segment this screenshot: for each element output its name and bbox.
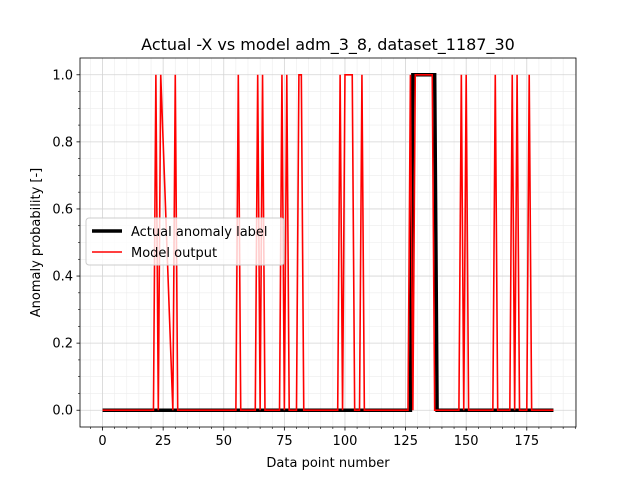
y-tick-label: 0.6 [52, 202, 73, 217]
x-tick-label: 0 [98, 434, 106, 449]
x-tick-label: 125 [393, 434, 418, 449]
x-axis: 0 25 50 75 100 125 150 175 [90, 427, 576, 449]
x-tick-label: 150 [454, 434, 479, 449]
y-tick-label: 0.4 [52, 270, 73, 285]
series-layer [102, 73, 554, 412]
legend-label-model: Model output [131, 246, 217, 261]
chart-title: Actual -X vs model adm_3_8, dataset_1187… [141, 35, 515, 55]
y-tick-label: 0.8 [52, 135, 73, 150]
x-tick-label: 175 [514, 434, 539, 449]
legend: Actual anomaly label Model output [85, 217, 285, 266]
y-tick-label: 0.0 [52, 404, 73, 419]
legend-label-actual: Actual anomaly label [131, 225, 268, 240]
y-tick-label: 1.0 [52, 68, 73, 83]
x-tick-label: 50 [215, 434, 232, 449]
legend-box [85, 217, 285, 266]
x-axis-title: Data point number [266, 456, 390, 471]
y-axis: 0.0 0.2 0.4 0.6 0.8 1.0 [52, 68, 80, 419]
y-axis-title: Anomaly probability [-] [29, 168, 44, 317]
x-tick-label: 100 [333, 434, 358, 449]
y-tick-label: 0.2 [52, 337, 73, 352]
x-tick-label: 25 [155, 434, 172, 449]
x-tick-label: 75 [276, 434, 293, 449]
series-line-model [102, 73, 554, 412]
